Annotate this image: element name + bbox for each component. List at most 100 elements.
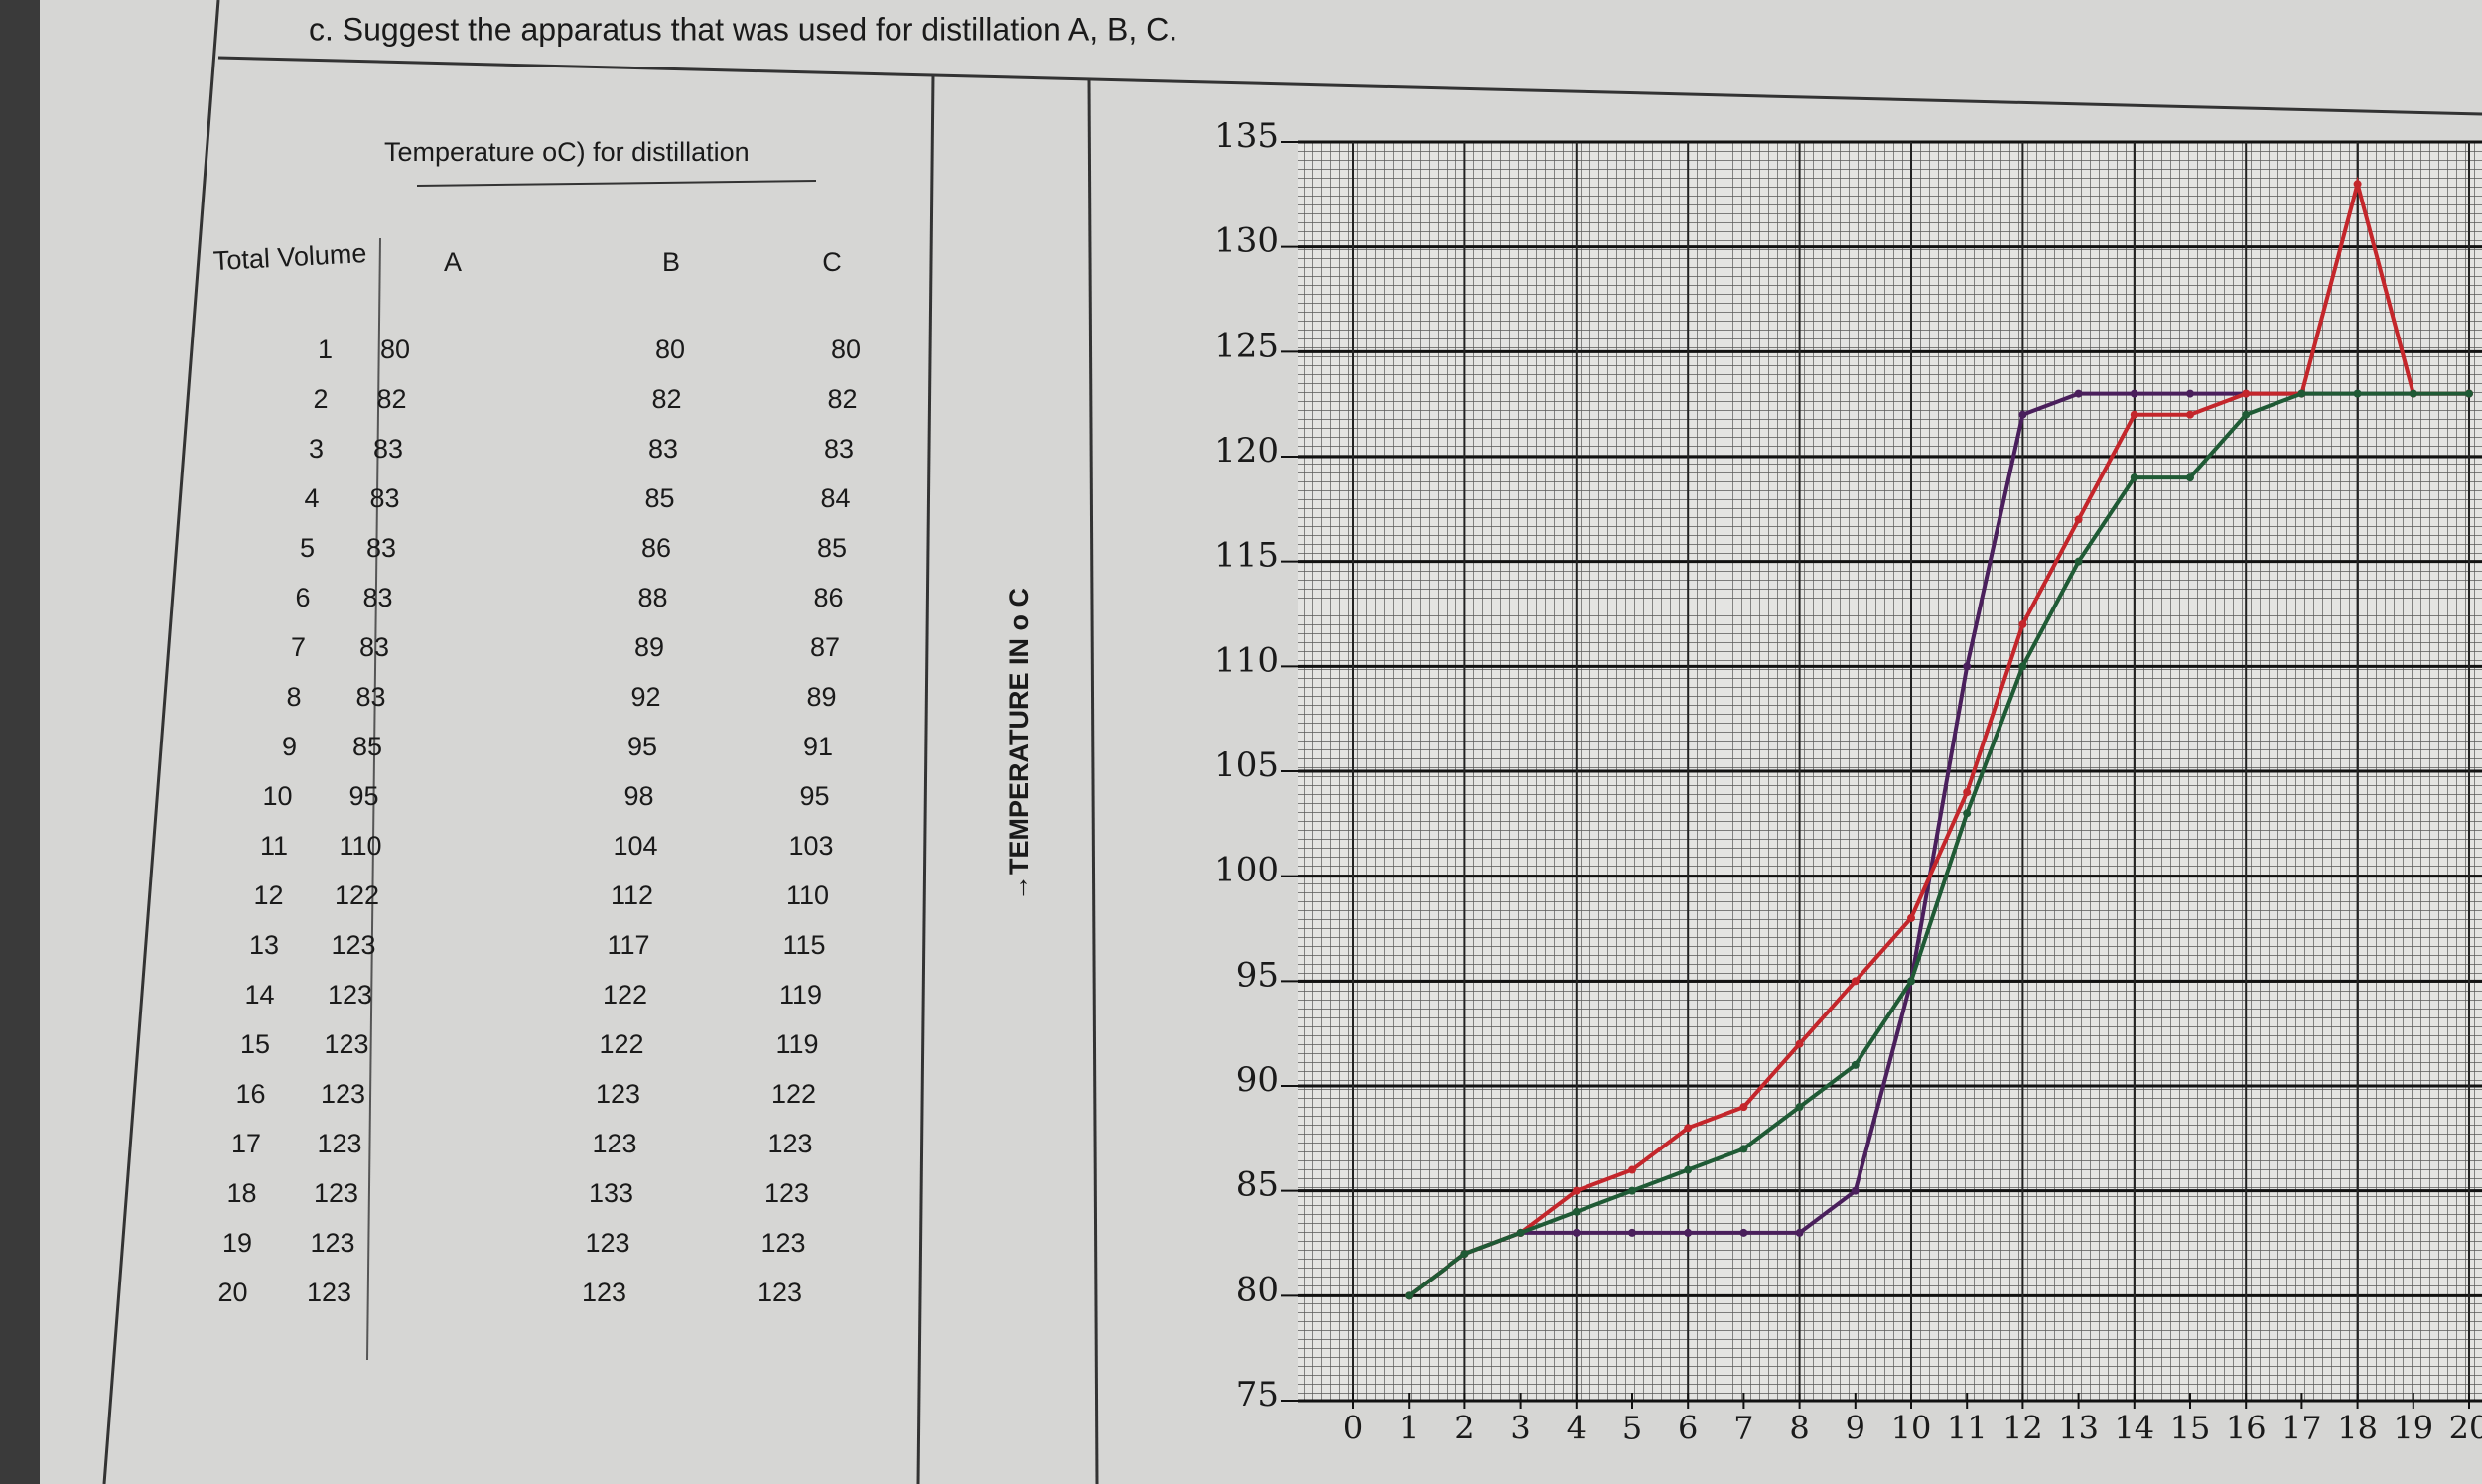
data-point	[2018, 410, 2027, 419]
temperature-cell: 122	[599, 1029, 643, 1059]
y-tick-label: 125	[1214, 326, 1279, 365]
temperature-cell: 123	[321, 1079, 365, 1109]
temperature-cell: 133	[589, 1178, 633, 1208]
data-point	[2186, 389, 2194, 398]
y-tick-label: 90	[1236, 1060, 1279, 1100]
temperature-cell: 89	[634, 632, 664, 662]
data-point	[1628, 1165, 1636, 1174]
temperature-cell: 123	[324, 1029, 368, 1059]
column-header: A	[444, 247, 462, 277]
volume-cell: 18	[226, 1178, 256, 1208]
data-point	[1572, 1186, 1581, 1195]
data-point	[1739, 1103, 1748, 1112]
data-point	[1907, 913, 1915, 922]
data-point	[2186, 473, 2194, 482]
x-tick-label: 16	[2226, 1410, 2267, 1447]
temperature-cell: 119	[779, 980, 822, 1010]
volume-cell: 9	[282, 732, 297, 761]
x-tick-label: 2	[1454, 1410, 1474, 1447]
data-point	[2242, 389, 2251, 398]
temperature-cell: 85	[352, 732, 382, 761]
volume-cell: 20	[217, 1278, 247, 1307]
temperature-cell: 103	[788, 831, 833, 861]
temperature-cell: 123	[760, 1228, 805, 1258]
x-tick-label: 0	[1343, 1410, 1363, 1447]
temperature-cell: 98	[623, 781, 653, 811]
data-point	[1684, 1228, 1693, 1237]
volume-cell: 6	[295, 583, 310, 612]
volume-cell: 15	[240, 1029, 270, 1059]
temperature-cell: 122	[771, 1079, 816, 1109]
volume-cell: 7	[291, 632, 306, 662]
data-point	[1684, 1124, 1693, 1133]
temperature-cell: 123	[331, 930, 375, 960]
data-line	[1407, 391, 2469, 1297]
temperature-cell: 95	[799, 781, 829, 811]
temperature-cell: 83	[369, 483, 399, 513]
y-tick-label: 75	[1236, 1375, 1279, 1415]
x-tick-label: 3	[1510, 1410, 1530, 1447]
temperature-cell: 123	[596, 1079, 640, 1109]
data-point	[1739, 1145, 1748, 1153]
data-point	[2465, 389, 2473, 398]
y-tick-label: 130	[1214, 221, 1279, 261]
table-edge	[0, 0, 40, 1484]
y-tick-label: 80	[1236, 1270, 1279, 1309]
y-tick-label: 95	[1236, 955, 1279, 995]
data-point	[2242, 410, 2251, 419]
temperature-cell: 115	[782, 930, 825, 960]
x-tick-label: 19	[2393, 1410, 2433, 1447]
x-tick-label: 14	[2114, 1410, 2154, 1447]
rule	[217, 56, 2482, 116]
x-tick-label: 20	[2449, 1410, 2482, 1447]
data-point	[1907, 977, 1915, 986]
temperature-cell: 123	[314, 1178, 358, 1208]
temperature-cell: 95	[627, 732, 657, 761]
data-point	[2074, 557, 2083, 566]
y-axis-label: →TEMPERATURE IN o C	[1004, 588, 1034, 901]
temperature-cell: 123	[585, 1228, 629, 1258]
volume-cell: 17	[231, 1129, 261, 1158]
temperature-cell: 123	[758, 1278, 802, 1307]
volume-cell: 19	[222, 1228, 252, 1258]
column-rule	[366, 237, 381, 1361]
volume-cell: 10	[262, 781, 292, 811]
data-point	[1572, 1228, 1581, 1237]
column-header: B	[662, 247, 680, 277]
temperature-cell: 123	[767, 1129, 812, 1158]
volume-cell: 14	[244, 980, 274, 1010]
x-tick-label: 15	[2170, 1410, 2211, 1447]
temperature-cell: 104	[613, 831, 657, 861]
data-point	[2186, 410, 2194, 419]
temperature-cell: 83	[359, 632, 389, 662]
y-tick-label: 135	[1214, 116, 1279, 156]
volume-cell: 4	[304, 483, 319, 513]
y-tick-label: 105	[1214, 745, 1279, 785]
data-point	[1851, 1186, 1860, 1195]
temperature-cell: 88	[637, 583, 667, 612]
data-point	[2353, 180, 2362, 189]
temperature-cell: 83	[355, 682, 385, 712]
temperature-cell: 86	[813, 583, 843, 612]
data-point	[2130, 473, 2138, 482]
temperature-cell: 123	[328, 980, 372, 1010]
temperature-cell: 123	[317, 1129, 361, 1158]
temperature-cell: 89	[806, 682, 836, 712]
data-point	[1405, 1291, 1414, 1300]
data-point	[2018, 620, 2027, 629]
data-point	[2409, 389, 2417, 398]
column-header: C	[822, 247, 842, 277]
temperature-cell: 83	[824, 434, 854, 464]
data-point	[1795, 1103, 1804, 1112]
data-point	[1963, 809, 1972, 818]
volume-cell: 11	[260, 831, 288, 861]
data-point	[2130, 389, 2138, 398]
x-tick-label: 13	[2058, 1410, 2099, 1447]
data-point	[1795, 1228, 1804, 1237]
data-point	[1572, 1207, 1581, 1216]
temperature-cell: 83	[362, 583, 392, 612]
data-point	[1963, 788, 1972, 797]
x-tick-label: 4	[1567, 1410, 1586, 1447]
